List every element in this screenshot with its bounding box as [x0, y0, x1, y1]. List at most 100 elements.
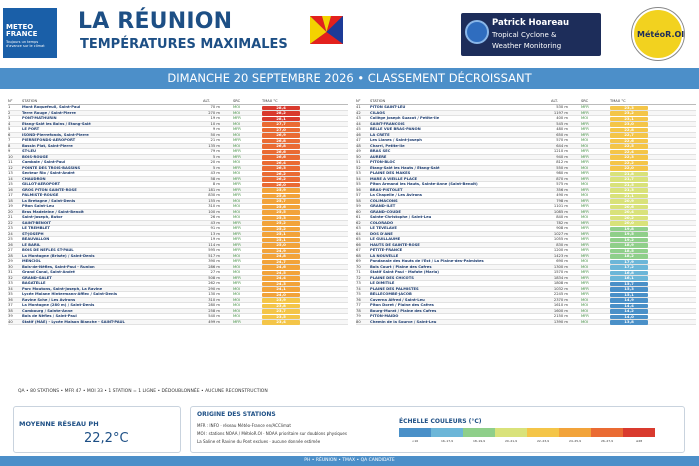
station-source: MFR [581, 198, 589, 203]
station-name: Statif (MAE) - Lycée Maison Blanche - SA… [22, 319, 125, 324]
date-banner: DIMANCHE 20 SEPTEMBRE 2026 • CLASSEMENT … [0, 68, 699, 89]
station-source: MOI [233, 132, 241, 137]
station-tmax: 14,2 [610, 308, 648, 314]
station-name: PITON-MAIDO [370, 314, 399, 318]
station-tmax: 23,3 [610, 105, 648, 110]
station-alt: 908 m [556, 226, 568, 230]
station-name: Statif Saint Paul - Mafate (Marla) [370, 270, 439, 274]
station-alt: 280 m [208, 303, 220, 307]
station-alt: 499 m [208, 319, 220, 324]
station-source: MFR [581, 110, 589, 115]
meteoroi-text: MétéoR.OI [637, 30, 685, 39]
station-source: MOI [233, 110, 241, 115]
station-tmax: 14,4 [610, 303, 648, 308]
table-row: 13 Secteur Rio / Saint-André 43 m MOI 26,2 [8, 171, 348, 177]
station-rank: 79 [356, 314, 361, 318]
station-alt: 1570 m [553, 270, 568, 274]
station-rank: 18 [8, 198, 13, 203]
table-header: N° STATION ALT. SRC TMAX °C [8, 97, 348, 105]
station-alt: 550 m [556, 165, 568, 170]
station-name: Les Lianes / Saint-Joseph [370, 138, 422, 142]
station-rank: 69 [356, 259, 361, 263]
station-tmax: 27,0 [262, 127, 300, 132]
station-source: MOI [581, 193, 589, 197]
station-name: Bassin Plat, Saint-Pierre [22, 143, 73, 148]
table-row: 16 GROS PITON SAINTE-ROSE 181 m MFR 25,9 [8, 187, 348, 193]
table-row: 26 LE BARIL 114 m MFR 25,0 [8, 242, 348, 248]
table-row: 22 SAINT-BENOIT 43 m MFR 25,2 [8, 220, 348, 226]
table-row: 34 Parc Moutons, Saint-Joseph, La Ravine 2… [8, 286, 348, 292]
table-row: 49 BRAS SEC 1210 m MFR 22,4 [356, 149, 696, 155]
station-tmax: 18,2 [610, 253, 648, 259]
station-alt: 1610 m [553, 303, 568, 307]
station-rank: 21 [8, 215, 13, 219]
station-name: MENCIOL [22, 259, 41, 263]
station-alt: 1210 m [553, 149, 568, 153]
station-alt: 5 m [212, 154, 220, 159]
scale-swatch [431, 428, 463, 437]
table-row: 3 PONT-MATHURIN 19 m MFR 28,1 [8, 116, 348, 122]
partner-name: Patrick Hoareau [492, 18, 569, 28]
station-name: Etang-Salé les Bains / Etang-Salé [22, 121, 91, 126]
station-tmax: 28,4 [262, 105, 300, 110]
station-alt: 1390 m [553, 319, 568, 324]
station-name: BELLECOMBE-JACOB [370, 292, 412, 296]
station-source: MFR [233, 193, 241, 197]
station-tmax: 26,6 [262, 149, 300, 154]
table-row: 67 PETITE-FRANCE 1200 m MFR 18,5 [356, 248, 696, 254]
col-alt: ALT. [551, 99, 558, 103]
scale-label: 16–17,9 [441, 439, 453, 443]
header: METEO FRANCE Toujours un temps d'avance … [0, 0, 699, 66]
station-rank: 62 [356, 220, 361, 225]
table-row: 44 SAINT-FRANCOIS 545 m MFR 23,0 [356, 121, 696, 127]
station-tmax: 25,2 [262, 226, 300, 231]
station-tmax: 20,6 [610, 204, 648, 209]
station-name: LA NOUVELLE [370, 253, 399, 258]
station-alt: 19 m [210, 116, 220, 120]
station-source: MOI [581, 165, 589, 170]
station-alt: 1808 m [553, 281, 568, 285]
station-name: BEAUVALLON [22, 237, 50, 241]
station-name: ST-LEU [22, 149, 37, 153]
station-tmax: 26,2 [262, 171, 300, 176]
station-tmax: 27,7 [262, 121, 300, 127]
station-source: MOI [233, 215, 241, 219]
table-row: 61 Sainte-Christophe / Saint-Leu 840 m MOI 2… [356, 215, 696, 221]
station-alt: 830 m [556, 242, 568, 247]
station-source: MOI [581, 138, 589, 142]
station-rank: 61 [356, 215, 361, 219]
station-name: COLIMACONS [370, 198, 398, 203]
table-row: 77 Piton Doret / Plaine des Cafres 1610 m M… [356, 303, 696, 309]
scale-label: 18–19,9 [473, 439, 485, 443]
station-tmax: 21,5 [610, 182, 648, 187]
station-rank: 55 [356, 182, 361, 186]
station-alt: 690 m [556, 259, 568, 263]
station-tmax: 21,3 [610, 187, 648, 193]
station-alt: 940 m [556, 154, 568, 159]
station-tmax: 25,2 [262, 220, 300, 226]
station-tmax: 24,6 [262, 264, 300, 270]
col-n: N° [356, 99, 361, 103]
station-tmax: 24,8 [262, 253, 300, 259]
station-name: CILAOS [370, 110, 386, 115]
station-tmax: 26,3 [262, 165, 300, 171]
station-rank: 26 [8, 242, 13, 247]
station-alt: 20 m [210, 160, 220, 164]
station-tmax: 23,9 [262, 297, 300, 303]
col-station: STATION [370, 99, 386, 103]
station-rank: 51 [356, 160, 361, 164]
station-rank: 27 [8, 248, 13, 252]
station-source: MOI [581, 143, 589, 148]
station-rank: 57 [356, 193, 361, 197]
table-row: 36 Ravine Sche / Les Avirons 310 m MOI 23,9 [8, 297, 348, 303]
reunion-flag-icon [310, 16, 343, 44]
station-alt: 270 m [208, 110, 220, 115]
table-row: 43 Collège Joseph Suacot / Petite-Ile 400 … [356, 116, 696, 122]
station-rank: 53 [356, 171, 361, 175]
station-name: BELLE VUE BRAS-PANON [370, 127, 421, 131]
station-alt: 1085 m [553, 209, 568, 214]
station-tmax: 24,9 [262, 248, 300, 253]
station-source: MOI [233, 292, 241, 296]
station-tmax: 24,1 [262, 286, 300, 292]
station-rank: 32 [8, 275, 13, 280]
